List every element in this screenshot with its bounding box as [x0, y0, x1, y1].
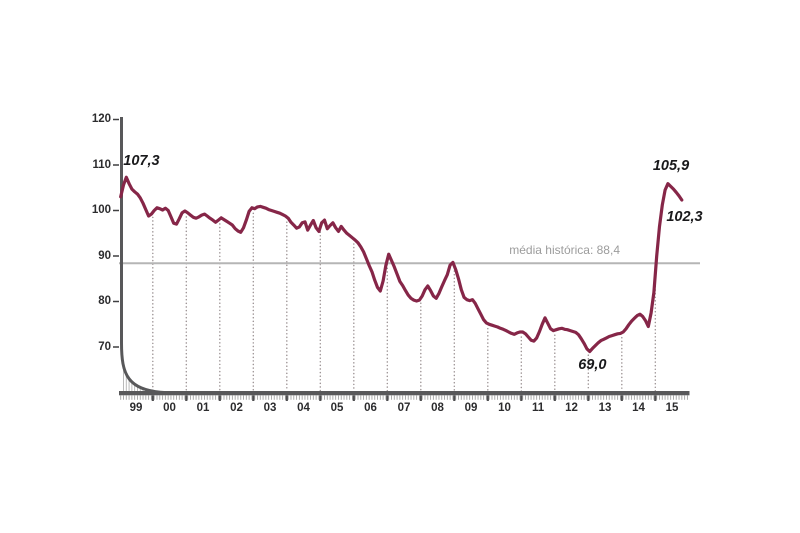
y-axis-label: 80: [98, 295, 111, 307]
x-axis-label: 15: [665, 402, 679, 414]
x-axis-label: 10: [498, 402, 511, 414]
x-axis-label: 05: [330, 402, 344, 414]
x-axis: [119, 391, 690, 396]
y-axis-label: 70: [98, 340, 111, 353]
x-axis-label: 03: [263, 402, 277, 414]
annotation-2015-peak: 105,9: [652, 157, 690, 174]
annotation-1999-peak: 107,3: [123, 152, 160, 169]
x-axis-label: 04: [297, 402, 310, 414]
x-axis-label: 02: [230, 402, 243, 414]
y-axis-label: 100: [91, 204, 111, 216]
annotation-minimum: 69,0: [578, 356, 607, 373]
annotation-last-value: 102,3: [666, 208, 703, 225]
x-axis-label: 08: [431, 402, 444, 414]
x-axis-label: 11: [531, 402, 545, 414]
index-line-series: [119, 175, 684, 354]
y-axis-label: 120: [91, 113, 111, 125]
y-axis-label: 90: [98, 249, 111, 262]
x-axis-label: 13: [598, 402, 612, 414]
historical-mean-label: média histórica: 88,4: [509, 243, 620, 257]
y-axis-label: 110: [92, 158, 111, 171]
x-axis-label: 99: [129, 402, 143, 414]
x-axis-label: 14: [632, 402, 645, 414]
x-axis-label: 09: [464, 402, 478, 414]
x-axis-label: 01: [196, 402, 210, 414]
x-axis-label: 07: [397, 402, 411, 414]
x-axis-label: 06: [364, 402, 377, 414]
x-axis-label: 12: [565, 402, 578, 414]
x-axis-label: 00: [163, 402, 176, 414]
